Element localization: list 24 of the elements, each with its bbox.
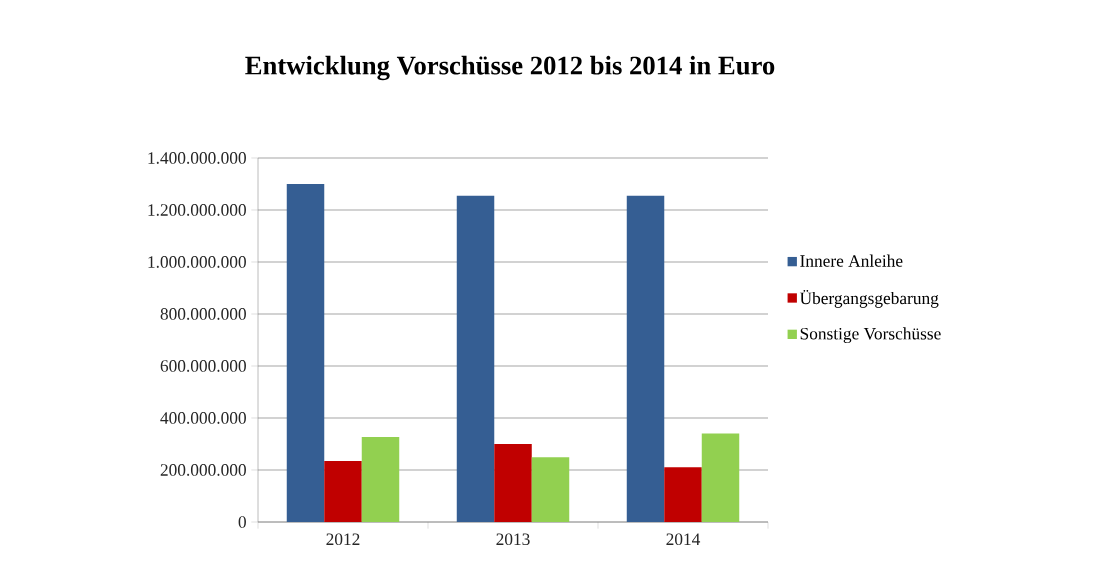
y-tick-label: 0 xyxy=(238,516,246,528)
bar xyxy=(324,460,362,522)
legend-label: Innere Anleihe xyxy=(800,254,903,267)
bar xyxy=(361,436,400,522)
bar xyxy=(626,195,665,522)
x-tick-label: 2013 xyxy=(496,533,530,546)
y-tick-label: 1.200.000.000 xyxy=(148,204,246,216)
y-tick-label: 800.000.000 xyxy=(160,308,246,320)
bar xyxy=(494,444,532,522)
legend-label: Sonstige Vorschüsse xyxy=(800,327,941,344)
x-tick-label: 2014 xyxy=(666,533,701,546)
x-tick-label: 2012 xyxy=(326,533,360,546)
bar xyxy=(664,467,702,522)
bar xyxy=(701,433,740,522)
legend-label: Übergangsgebarung xyxy=(799,289,939,308)
y-tick-label: 400.000.000 xyxy=(160,412,246,424)
y-tick-label: 1.400.000.000 xyxy=(148,152,246,164)
bar xyxy=(286,184,325,522)
y-tick-label: 1.000.000.000 xyxy=(148,256,246,268)
chart-title: Entwicklung Vorschüsse 2012 bis 2014 in Euro xyxy=(245,55,775,81)
bar xyxy=(531,457,570,522)
y-tick-label: 600.000.000 xyxy=(160,360,246,372)
bar xyxy=(456,195,495,522)
y-tick-label: 200.000.000 xyxy=(160,464,246,476)
